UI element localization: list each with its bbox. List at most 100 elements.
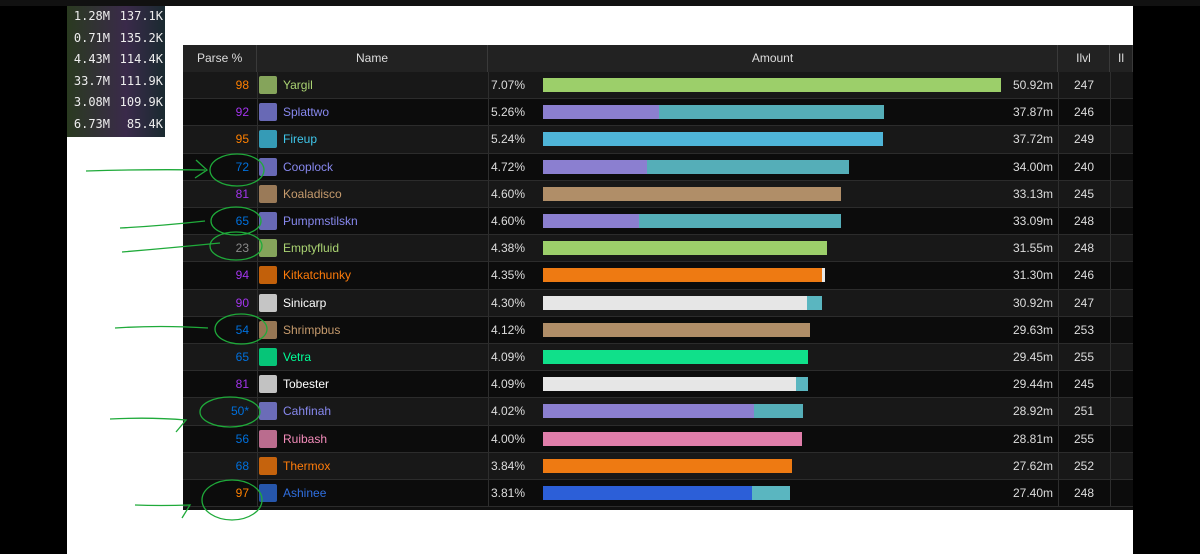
cell-divider	[1110, 289, 1111, 316]
table: 98 Yargil 7.07% 50.92m 247 92 Splattwo 5.26% 37.…	[183, 45, 1133, 510]
cell-divider	[1058, 235, 1059, 262]
table-row: 65 Vetra 4.09% 29.45m 255	[183, 344, 1133, 372]
bar-segment	[543, 186, 842, 201]
player-name: Ashinee	[283, 486, 327, 500]
cell-divider	[257, 452, 258, 479]
table-row: 81 Koaladisco 4.60% 33.13m 245	[183, 180, 1133, 208]
cell-divider	[1058, 289, 1059, 316]
table-row: 23 Emptyfluid 4.38% 31.55m 248	[183, 235, 1133, 263]
cell-divider	[257, 316, 258, 343]
table-row: 95 Fireup 5.24% 37.72m 249	[183, 126, 1133, 154]
cell-divider	[488, 126, 489, 153]
share-value: 5.26%	[491, 105, 526, 120]
overlay-value: 3.08M	[73, 95, 110, 109]
column-header: Name	[257, 45, 488, 72]
cell-divider	[488, 262, 489, 289]
left-bar	[0, 0, 67, 554]
share-value: 4.38%	[491, 241, 526, 256]
bar-segment	[543, 322, 810, 337]
column-header: Amount	[488, 45, 1058, 72]
cell-divider	[1058, 316, 1059, 343]
player-name: Cooplock	[283, 159, 334, 174]
cell-divider	[1058, 371, 1059, 398]
table-row: 65 Pumpmstilskn 4.60% 33.09m 248	[183, 208, 1133, 236]
cell-divider	[488, 480, 489, 507]
circle	[201, 479, 263, 521]
arrow	[121, 242, 221, 253]
amount-value: 27.62m	[1012, 458, 1053, 473]
circle	[209, 153, 265, 187]
class-icon	[259, 429, 277, 448]
cell-divider	[1110, 72, 1111, 99]
cell-divider	[1058, 425, 1059, 452]
cell-divider	[257, 180, 258, 207]
ilvl-value: 249	[1073, 132, 1095, 147]
overlay-value: 111.9K	[119, 73, 163, 88]
amount-value: 29.44m	[1012, 377, 1053, 392]
table-row: 98 Yargil 7.07% 50.92m 247	[183, 72, 1133, 100]
cell-divider	[1110, 126, 1111, 153]
cell-divider	[488, 371, 489, 398]
cell-divider	[257, 289, 258, 316]
player-name: Fireup	[283, 132, 318, 147]
share-value: 3.81%	[491, 486, 526, 500]
cell-divider	[488, 425, 489, 452]
cell-divider	[257, 425, 258, 452]
cell-divider	[488, 153, 489, 180]
bar-segment	[752, 486, 790, 500]
share-value: 4.09%	[491, 377, 526, 392]
ilvl-value: 252	[1073, 458, 1095, 473]
cell-divider	[488, 208, 489, 235]
player-name: Shrimpbus	[283, 322, 341, 337]
cell-divider	[1110, 99, 1111, 126]
share-value: 7.07%	[491, 78, 526, 92]
amount-value: 30.92m	[1012, 295, 1053, 310]
bar-segment	[543, 159, 647, 174]
parse-value: 65	[235, 350, 249, 364]
cell-divider	[257, 72, 258, 99]
ilvl-value: 247	[1073, 295, 1095, 310]
class-icon	[259, 456, 277, 475]
circle	[214, 313, 268, 345]
bar-segment	[543, 431, 803, 446]
cell-divider	[1110, 316, 1111, 343]
class-icon	[259, 212, 277, 230]
table-row: 54 Shrimpbus 4.12% 29.63m 253	[183, 316, 1133, 344]
player-name: Splattwo	[283, 105, 330, 120]
ilvl-value: 248	[1073, 214, 1095, 228]
player-name: Kitkatchunky	[283, 268, 352, 283]
bar-segment	[795, 377, 809, 392]
parse-value: 97	[235, 486, 249, 500]
table-row: 56 Ruibash 4.00% 28.81m 255	[183, 425, 1133, 453]
table-row: 92 Splattwo 5.26% 37.87m 246	[183, 99, 1133, 127]
amount-value: 37.72m	[1012, 132, 1053, 147]
player-name: Ruibash	[283, 431, 328, 446]
column-header: Parse %	[183, 45, 257, 72]
cell-divider	[257, 99, 258, 126]
cell-divider	[488, 99, 489, 126]
class-icon	[259, 239, 277, 258]
amount-value: 28.92m	[1012, 404, 1053, 419]
amount-value: 29.63m	[1012, 322, 1053, 337]
bar-segment	[543, 404, 755, 419]
bar-segment	[754, 404, 804, 419]
arrow	[85, 169, 206, 172]
cell-divider	[488, 398, 489, 425]
bar-segment	[646, 159, 849, 174]
ilvl-value: 248	[1073, 241, 1095, 256]
cell-divider	[488, 316, 489, 343]
class-icon	[259, 320, 277, 339]
cell-divider	[1110, 371, 1111, 398]
amount-value: 29.45m	[1012, 350, 1053, 364]
share-value: 4.02%	[491, 404, 526, 419]
class-icon	[259, 266, 277, 285]
cell-divider	[1058, 480, 1059, 507]
share-value: 4.12%	[491, 322, 526, 337]
share-value: 4.35%	[491, 268, 526, 283]
cell-divider	[1110, 425, 1111, 452]
bar-segment	[543, 78, 1002, 92]
amount-value: 33.13m	[1012, 186, 1053, 201]
cell-divider	[1110, 398, 1111, 425]
arrow	[194, 159, 209, 179]
